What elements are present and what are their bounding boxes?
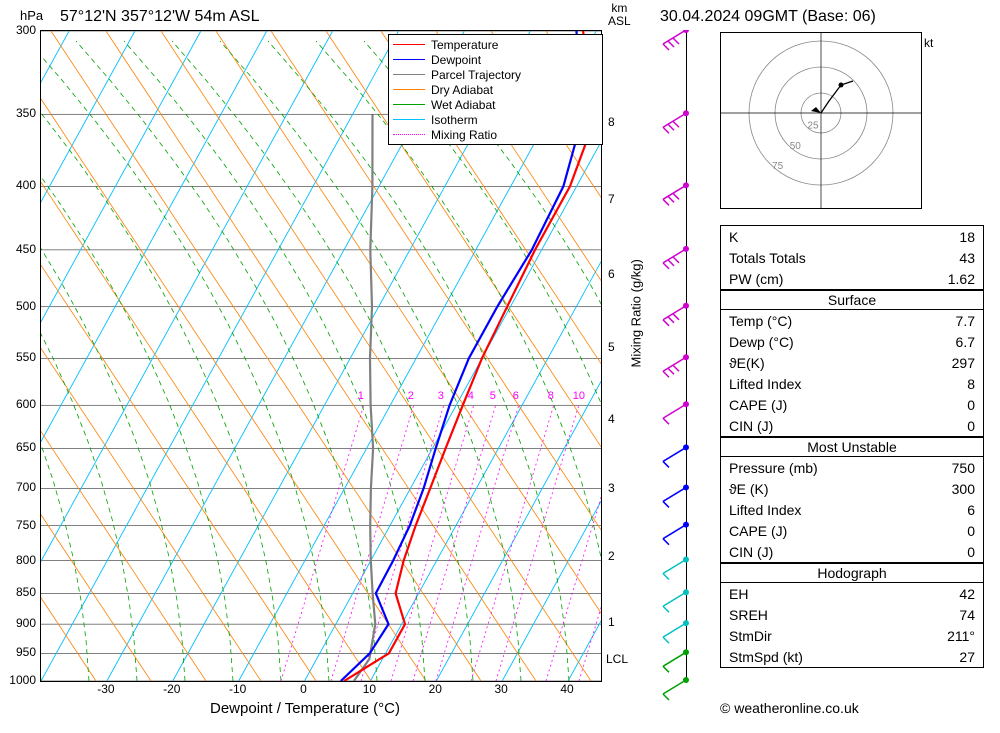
- mixing-ratio-label: 8: [548, 390, 554, 402]
- index-row: PW (cm)1.62: [721, 268, 983, 289]
- hpa-tick: 950: [2, 645, 36, 659]
- temp-tick: -20: [157, 682, 187, 696]
- legend-item: Isotherm: [393, 112, 598, 127]
- hpa-tick: 300: [2, 23, 36, 37]
- hpa-tick: 1000: [2, 673, 36, 687]
- hpa-tick: 450: [2, 242, 36, 256]
- hpa-tick: 600: [2, 397, 36, 411]
- mixing-ratio-label: 1: [358, 390, 364, 402]
- index-row: StmDir211°: [721, 625, 983, 646]
- index-row: Dewp (°C)6.7: [721, 331, 983, 352]
- mixing-ratio-label: 5: [490, 390, 496, 402]
- temp-tick: 20: [420, 682, 450, 696]
- legend: TemperatureDewpointParcel TrajectoryDry …: [388, 34, 603, 145]
- index-row: EH42: [721, 583, 983, 604]
- index-row: Totals Totals43: [721, 247, 983, 268]
- index-row: CIN (J)0: [721, 541, 983, 562]
- hpa-tick: 900: [2, 616, 36, 630]
- index-row: CAPE (J)0: [721, 394, 983, 415]
- section-header: Hodograph: [721, 563, 983, 583]
- index-row: Lifted Index8: [721, 373, 983, 394]
- temp-tick: 40: [552, 682, 582, 696]
- km-axis-label: kmASL: [608, 2, 631, 27]
- index-row: Temp (°C)7.7: [721, 310, 983, 331]
- km-tick: 4: [608, 412, 615, 426]
- temp-tick: -30: [91, 682, 121, 696]
- legend-item: Dewpoint: [393, 52, 598, 67]
- mixing-ratio-label: 10: [573, 390, 585, 402]
- hpa-tick: 500: [2, 299, 36, 313]
- hpa-axis-label: hPa: [20, 8, 43, 23]
- temp-tick: 30: [486, 682, 516, 696]
- indices-panel: K18Totals Totals43PW (cm)1.62SurfaceTemp…: [720, 225, 984, 668]
- mixing-ratio-axis-label: Mixing Ratio (g/kg): [629, 259, 644, 367]
- index-row: CIN (J)0: [721, 415, 983, 436]
- km-tick: 7: [608, 192, 615, 206]
- index-row: CAPE (J)0: [721, 520, 983, 541]
- index-row: SREH74: [721, 604, 983, 625]
- km-tick: 5: [608, 340, 615, 354]
- kt-label: kt: [924, 36, 933, 50]
- hpa-tick: 750: [2, 518, 36, 532]
- index-row: Lifted Index6: [721, 499, 983, 520]
- hpa-tick: 550: [2, 350, 36, 364]
- section-header: Surface: [721, 290, 983, 310]
- hpa-tick: 700: [2, 480, 36, 494]
- legend-item: Parcel Trajectory: [393, 67, 598, 82]
- index-row: Pressure (mb)750: [721, 457, 983, 478]
- x-axis-title: Dewpoint / Temperature (°C): [210, 700, 400, 717]
- skewt-diagram: 57°12'N 357°12'W 54m ASL 30.04.2024 09GM…: [0, 0, 1000, 733]
- mixing-ratio-label: 6: [513, 390, 519, 402]
- km-tick: 2: [608, 549, 615, 563]
- section-header: Most Unstable: [721, 437, 983, 457]
- hpa-tick: 350: [2, 106, 36, 120]
- hpa-tick: 800: [2, 553, 36, 567]
- svg-text:75: 75: [772, 161, 784, 172]
- hpa-tick: 650: [2, 440, 36, 454]
- hpa-tick: 400: [2, 178, 36, 192]
- lcl-label: LCL: [606, 652, 628, 666]
- temp-tick: 0: [289, 682, 319, 696]
- km-tick: 8: [608, 115, 615, 129]
- svg-text:50: 50: [790, 141, 802, 152]
- mixing-ratio-label: 2: [408, 390, 414, 402]
- index-row: StmSpd (kt)27: [721, 646, 983, 667]
- hpa-tick: 850: [2, 585, 36, 599]
- index-row: ϑE(K)297: [721, 352, 983, 373]
- km-tick: 1: [608, 615, 615, 629]
- temp-tick: -10: [223, 682, 253, 696]
- svg-text:25: 25: [807, 121, 819, 132]
- legend-item: Temperature: [393, 37, 598, 52]
- mixing-ratio-label: 4: [468, 390, 474, 402]
- wind-barb-column: [658, 30, 713, 680]
- legend-item: Mixing Ratio: [393, 127, 598, 142]
- temp-tick: 10: [354, 682, 384, 696]
- hodograph: 25 50 75: [720, 32, 922, 209]
- km-tick: 6: [608, 267, 615, 281]
- index-row: ϑE (K)300: [721, 478, 983, 499]
- datetime-title: 30.04.2024 09GMT (Base: 06): [660, 8, 876, 26]
- copyright: © weatheronline.co.uk: [720, 700, 859, 716]
- location-title: 57°12'N 357°12'W 54m ASL: [60, 8, 259, 26]
- mixing-ratio-label: 3: [438, 390, 444, 402]
- index-row: K18: [721, 226, 983, 247]
- legend-item: Dry Adiabat: [393, 82, 598, 97]
- legend-item: Wet Adiabat: [393, 97, 598, 112]
- km-tick: 3: [608, 481, 615, 495]
